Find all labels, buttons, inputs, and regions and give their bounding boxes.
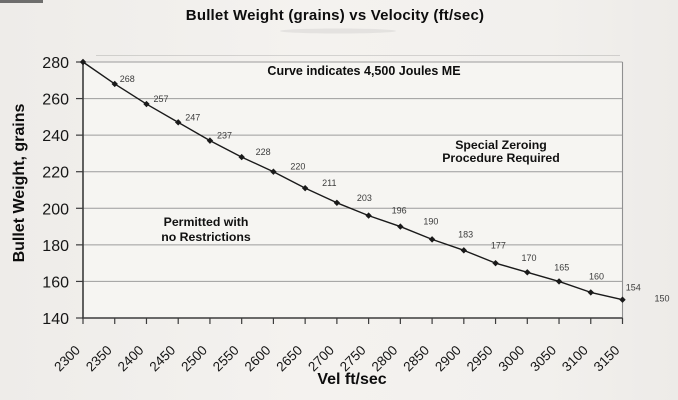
svg-text:220: 220 xyxy=(290,162,305,172)
energy-curve xyxy=(82,61,623,301)
svg-text:177: 177 xyxy=(491,240,506,250)
svg-text:160: 160 xyxy=(42,274,69,291)
svg-text:257: 257 xyxy=(153,94,168,104)
x-axis-title: Vel ft/sec xyxy=(317,371,387,388)
svg-text:2350: 2350 xyxy=(83,343,115,375)
svg-text:2750: 2750 xyxy=(337,343,369,375)
svg-text:2800: 2800 xyxy=(369,343,401,375)
svg-text:237: 237 xyxy=(217,131,232,141)
svg-text:2500: 2500 xyxy=(178,343,210,375)
gridlines xyxy=(83,61,623,319)
y-tick-labels: 140 160 180 200 220 240 260 280 xyxy=(42,55,69,328)
svg-text:280: 280 xyxy=(42,55,69,72)
svg-text:3150: 3150 xyxy=(591,343,623,375)
annotation-permitted-line1: Permitted with xyxy=(163,215,249,229)
svg-text:150: 150 xyxy=(655,294,670,304)
y-ticks xyxy=(76,61,83,319)
chart-title: Bullet Weight (grains) vs Velocity (ft/s… xyxy=(185,7,485,24)
svg-text:196: 196 xyxy=(392,206,407,216)
svg-text:260: 260 xyxy=(42,92,69,109)
svg-text:211: 211 xyxy=(322,178,336,188)
svg-text:2950: 2950 xyxy=(464,343,496,375)
axes xyxy=(82,61,623,319)
svg-text:140: 140 xyxy=(42,311,69,328)
annotation-curve-note: Curve indicates 4,500 Joules ME xyxy=(267,64,461,78)
annotation-special-zeroing-line1: Special Zeroing xyxy=(455,138,547,152)
svg-text:2900: 2900 xyxy=(432,343,464,375)
annotation-special-zeroing-line2: Procedure Required xyxy=(442,150,560,165)
svg-text:170: 170 xyxy=(522,253,537,263)
svg-text:2650: 2650 xyxy=(273,343,305,375)
svg-text:165: 165 xyxy=(554,262,569,272)
data-labels: 268 257 247 237 228 220 211 203 196 190 183 177 170 1… xyxy=(120,74,670,304)
x-ticks xyxy=(82,318,624,324)
svg-text:203: 203 xyxy=(357,193,372,203)
svg-text:247: 247 xyxy=(185,112,200,122)
svg-text:2600: 2600 xyxy=(242,343,274,375)
svg-text:2700: 2700 xyxy=(305,343,337,375)
svg-text:3050: 3050 xyxy=(527,343,559,375)
annotation-special-zeroing: Special Zeroing Procedure Required xyxy=(401,139,601,164)
svg-text:183: 183 xyxy=(458,229,473,239)
plot-area xyxy=(83,62,623,318)
svg-text:160: 160 xyxy=(589,271,604,281)
svg-text:180: 180 xyxy=(42,238,69,255)
svg-text:190: 190 xyxy=(423,217,438,227)
scan-artifacts xyxy=(0,0,620,56)
data-markers xyxy=(79,58,626,303)
annotation-permitted: Permitted with no Restrictions xyxy=(106,215,306,245)
svg-text:2550: 2550 xyxy=(210,343,242,375)
svg-text:3000: 3000 xyxy=(496,343,528,375)
y-axis-title: Bullet Weight, grains xyxy=(11,103,28,263)
svg-text:2450: 2450 xyxy=(146,343,178,375)
annotation-permitted-line2: no Restrictions xyxy=(161,230,251,244)
svg-text:3100: 3100 xyxy=(559,343,591,375)
svg-text:240: 240 xyxy=(42,128,69,145)
svg-text:228: 228 xyxy=(256,147,271,157)
svg-text:2300: 2300 xyxy=(51,343,83,375)
svg-text:2400: 2400 xyxy=(115,343,147,375)
svg-text:220: 220 xyxy=(42,165,69,182)
svg-text:154: 154 xyxy=(626,282,641,292)
svg-text:200: 200 xyxy=(42,201,69,218)
x-tick-labels: 2300 2350 2400 2450 2500 2550 2600 2650 2700 2750… xyxy=(51,343,622,375)
svg-text:2850: 2850 xyxy=(400,343,432,375)
svg-text:268: 268 xyxy=(120,74,135,84)
